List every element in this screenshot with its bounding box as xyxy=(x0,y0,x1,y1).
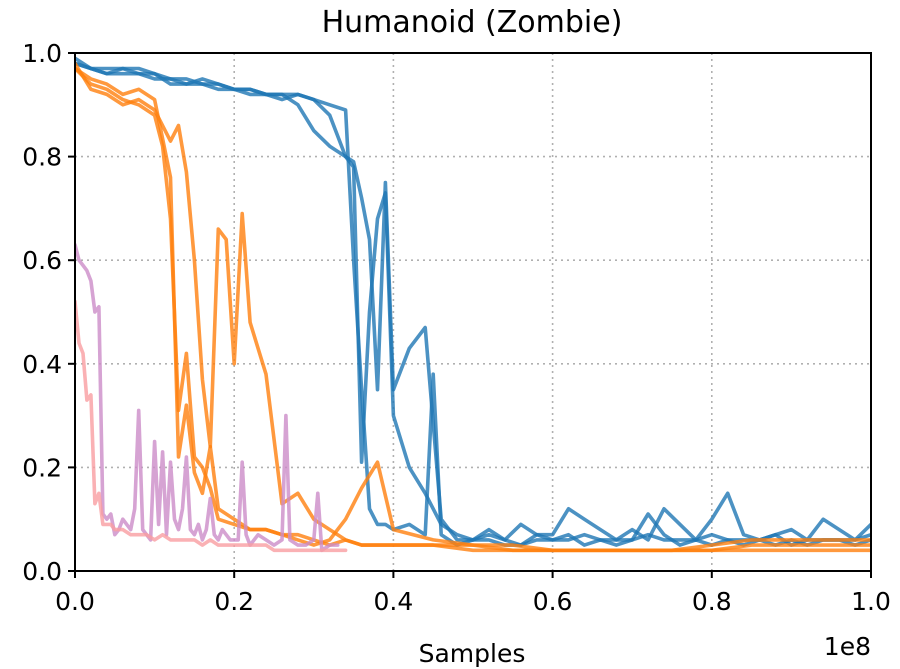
x-tick-label: 0.0 xyxy=(55,587,95,616)
x-tick-label: 0.4 xyxy=(374,587,414,616)
x-axis-label: Samples xyxy=(419,639,526,668)
y-tick-label: 1.0 xyxy=(22,39,62,68)
series-line-5 xyxy=(75,66,871,553)
y-tick-label: 0.2 xyxy=(22,453,62,482)
plot-frame xyxy=(74,52,872,572)
x-tick-label: 0.6 xyxy=(533,587,573,616)
series-line-7 xyxy=(75,242,340,553)
axis-ticks: 0.0 0.2 0.4 0.6 0.8 1.0 0.0 0.2 0.4 0.6 0.8 1.0 xyxy=(22,39,891,616)
chart-title: Humanoid (Zombie) xyxy=(322,5,623,40)
y-tick-label: 0.8 xyxy=(22,143,62,172)
x-tick-label: 0.8 xyxy=(692,587,732,616)
y-tick-label: 0.0 xyxy=(22,557,62,586)
x-tick-label: 1.0 xyxy=(851,587,891,616)
x-tick-label: 0.2 xyxy=(214,587,254,616)
series-line-3 xyxy=(75,61,871,547)
series-line-6 xyxy=(75,66,871,553)
grid-lines xyxy=(75,53,871,571)
y-tick-label: 0.4 xyxy=(22,350,62,379)
x-axis-offset-label: 1e8 xyxy=(824,632,871,661)
y-tick-label: 0.6 xyxy=(22,246,62,275)
series-line-8 xyxy=(75,299,348,553)
plot-area xyxy=(75,56,871,553)
series-line-2 xyxy=(75,61,871,547)
